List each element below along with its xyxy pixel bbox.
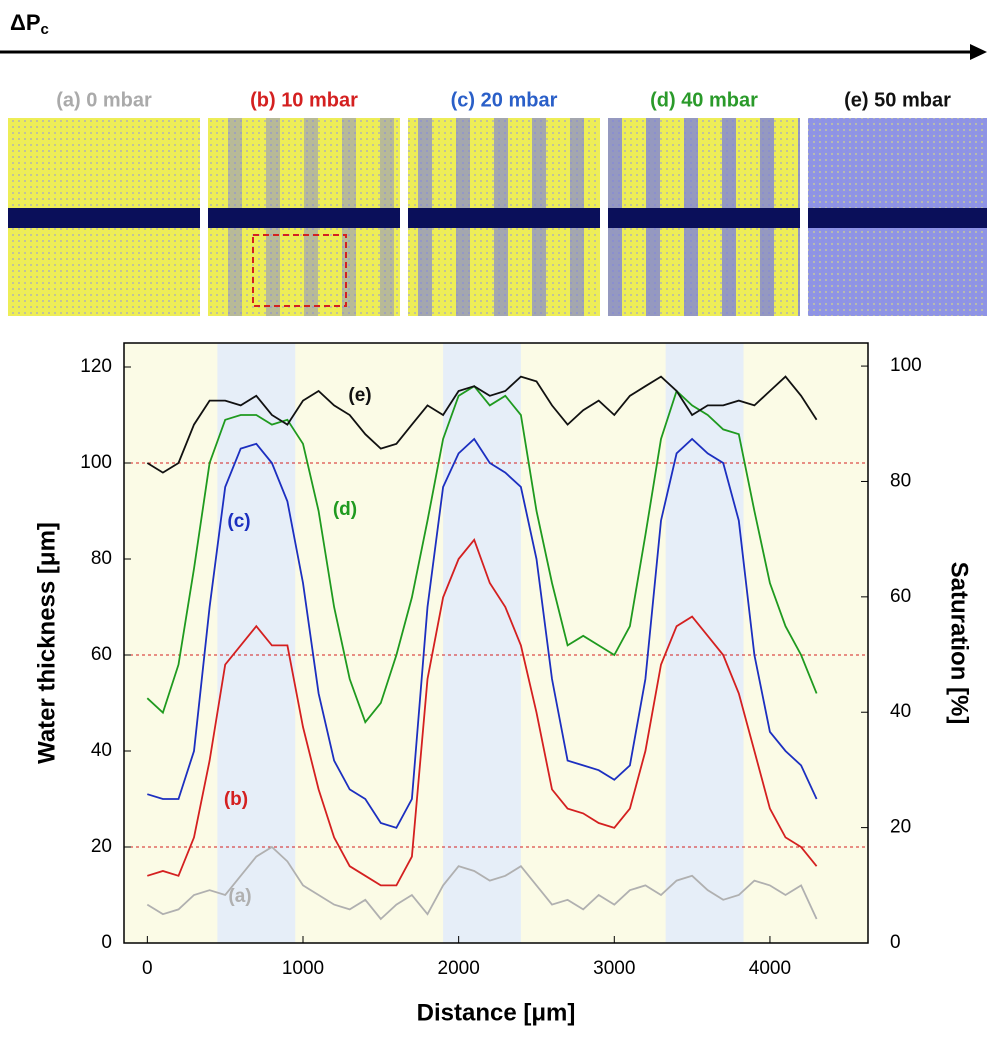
y-tick-label: 100 bbox=[80, 452, 112, 473]
arrow-label-sub: c bbox=[41, 21, 49, 38]
series-line bbox=[146, 375, 818, 474]
panel-channel bbox=[608, 208, 800, 228]
panel-label: (c) 20 mbar bbox=[451, 89, 558, 111]
x-tick-label: 3000 bbox=[593, 958, 635, 979]
chart: (a)(b)(c)(d)(e)0 1000 2000 3000 400002040608… bbox=[33, 342, 973, 1026]
y-tick-label: 40 bbox=[91, 740, 112, 761]
y-tick-label: 120 bbox=[80, 356, 112, 377]
x-tick-label: 1000 bbox=[282, 958, 324, 979]
y-tick-label: 60 bbox=[91, 644, 112, 665]
y-tick-label: 0 bbox=[101, 932, 112, 953]
plot-frame bbox=[123, 342, 869, 944]
x-tick-label: 4000 bbox=[749, 958, 791, 979]
y2-tick-label: 0 bbox=[890, 932, 901, 953]
series-label: (d) bbox=[333, 499, 357, 520]
y2-axis-title: Saturation [%] bbox=[946, 562, 973, 725]
y2-tick-label: 20 bbox=[890, 817, 911, 838]
panel-label: (a) 0 mbar bbox=[56, 89, 152, 111]
arrow-label-main: ΔP bbox=[10, 10, 41, 35]
shaded-region bbox=[443, 343, 521, 943]
series-label: (a) bbox=[228, 886, 251, 907]
y-tick-label: 20 bbox=[91, 836, 112, 857]
y2-tick-label: 60 bbox=[890, 586, 911, 607]
y2-tick-label: 40 bbox=[890, 701, 911, 722]
shaded-region bbox=[217, 343, 296, 943]
arrow-label: ΔPc bbox=[10, 10, 49, 38]
region-box bbox=[252, 234, 347, 307]
shaded-region bbox=[665, 343, 744, 943]
panels: (a) 0 mbar (b) 10 mbar (c) 20 mbar (d) 40 m… bbox=[8, 89, 987, 316]
panel-channel bbox=[408, 208, 600, 228]
y-tick-label: 80 bbox=[91, 548, 112, 569]
x-axis-title: Distance [μm] bbox=[417, 999, 576, 1026]
panel-channel bbox=[8, 208, 200, 228]
panel-channel bbox=[208, 208, 400, 228]
arrow-head bbox=[970, 44, 987, 60]
series-line bbox=[146, 845, 818, 921]
panel-label: (b) 10 mbar bbox=[250, 89, 358, 111]
y-axis-title: Water thickness [μm] bbox=[33, 522, 60, 764]
series-line bbox=[147, 537, 818, 887]
series-line bbox=[146, 385, 818, 725]
panel-channel bbox=[808, 208, 987, 228]
panel-label: (d) 40 mbar bbox=[650, 89, 758, 111]
series-label: (b) bbox=[224, 789, 248, 810]
series-label: (e) bbox=[348, 385, 371, 406]
y2-tick-label: 80 bbox=[890, 470, 911, 491]
x-tick-label: 0 bbox=[142, 958, 153, 979]
series-line bbox=[147, 437, 818, 829]
series-label: (c) bbox=[227, 511, 250, 532]
y2-tick-label: 100 bbox=[890, 355, 922, 376]
x-tick-label: 2000 bbox=[438, 958, 480, 979]
panel-label: (e) 50 mbar bbox=[844, 89, 951, 111]
